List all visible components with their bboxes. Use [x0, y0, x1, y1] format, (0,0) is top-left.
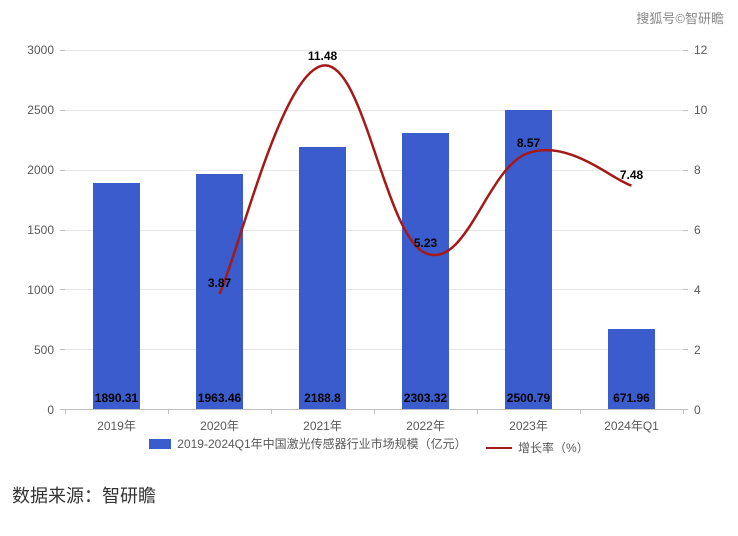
- y-axis-left: 050010001500200025003000: [10, 50, 60, 410]
- y-tick-left: [60, 230, 65, 231]
- y-tick-label-right: 2: [688, 343, 728, 357]
- x-tick: [168, 409, 169, 414]
- line-value-label: 5.23: [414, 236, 437, 250]
- bar-value-label: 671.96: [613, 391, 650, 405]
- legend-item-line: 增长率（%）: [486, 439, 589, 456]
- y-tick-label-right: 12: [688, 43, 728, 57]
- y-tick-label-left: 3000: [10, 43, 60, 57]
- chart-container: 0 500 1000 1500 2000 2500 3000 0 2 4 6 8 10 12 1890.…: [10, 40, 728, 460]
- y-tick-label-left: 1000: [10, 283, 60, 297]
- bar-value-label: 2303.32: [404, 391, 447, 405]
- x-tick: [65, 409, 66, 414]
- x-tick: [580, 409, 581, 414]
- y-tick-label-left: 0: [10, 403, 60, 417]
- y-tick-label-left: 1500: [10, 223, 60, 237]
- x-category-label: 2019年: [97, 409, 136, 434]
- x-tick: [374, 409, 375, 414]
- legend-swatch-bar: [149, 439, 171, 449]
- x-tick: [271, 409, 272, 414]
- y-tick-left: [60, 170, 65, 171]
- bar-value-label: 1890.31: [95, 391, 138, 405]
- y-tick-label-right: 4: [688, 283, 728, 297]
- line-value-label: 3.87: [208, 276, 231, 290]
- legend-label-bars: 2019-2024Q1年中国激光传感器行业市场规模（亿元）: [177, 435, 466, 452]
- y-tick-label-left: 500: [10, 343, 60, 357]
- legend-item-bars: 2019-2024Q1年中国激光传感器行业市场规模（亿元）: [149, 435, 466, 452]
- bar-value-label: 2500.79: [507, 391, 550, 405]
- line-chart-svg: [65, 50, 683, 409]
- y-axis-right: 024681012: [688, 50, 728, 410]
- y-tick-label-right: 8: [688, 163, 728, 177]
- x-category-label: 2021年: [303, 409, 342, 434]
- y-tick-label-left: 2500: [10, 103, 60, 117]
- x-category-label: 2022年: [406, 409, 445, 434]
- y-tick-right: [683, 170, 688, 171]
- line-value-label: 11.48: [308, 49, 337, 63]
- y-tick-left: [60, 349, 65, 350]
- y-tick-label-right: 0: [688, 403, 728, 417]
- line-value-label: 7.48: [620, 168, 643, 182]
- y-tick-right: [683, 230, 688, 231]
- y-tick-left: [60, 50, 65, 51]
- y-tick-label-right: 6: [688, 223, 728, 237]
- chart-legend: 2019-2024Q1年中国激光传感器行业市场规模（亿元） 增长率（%）: [10, 435, 728, 456]
- x-category-label: 2023年: [509, 409, 548, 434]
- y-tick-right: [683, 110, 688, 111]
- watermark-text: 搜狐号©智研瞻: [636, 8, 724, 27]
- x-tick: [477, 409, 478, 414]
- x-category-label: 2024年Q1: [604, 409, 659, 434]
- bar-value-label: 2188.8: [304, 391, 341, 405]
- x-category-label: 2020年: [200, 409, 239, 434]
- y-tick-right: [683, 349, 688, 350]
- line-value-label: 8.57: [517, 136, 540, 150]
- x-tick: [683, 409, 684, 414]
- y-tick-label-left: 2000: [10, 163, 60, 177]
- plot-area: 1890.312019年1963.462020年2188.82021年2303.…: [65, 50, 683, 410]
- y-tick-left: [60, 289, 65, 290]
- growth-line: [220, 65, 632, 294]
- y-tick-right: [683, 289, 688, 290]
- data-source-label: 数据来源：智研瞻: [12, 482, 156, 508]
- y-tick-left: [60, 110, 65, 111]
- bar-value-label: 1963.46: [198, 391, 241, 405]
- y-tick-right: [683, 50, 688, 51]
- y-tick-label-right: 10: [688, 103, 728, 117]
- legend-label-line: 增长率（%）: [518, 439, 589, 456]
- legend-swatch-line: [486, 447, 512, 449]
